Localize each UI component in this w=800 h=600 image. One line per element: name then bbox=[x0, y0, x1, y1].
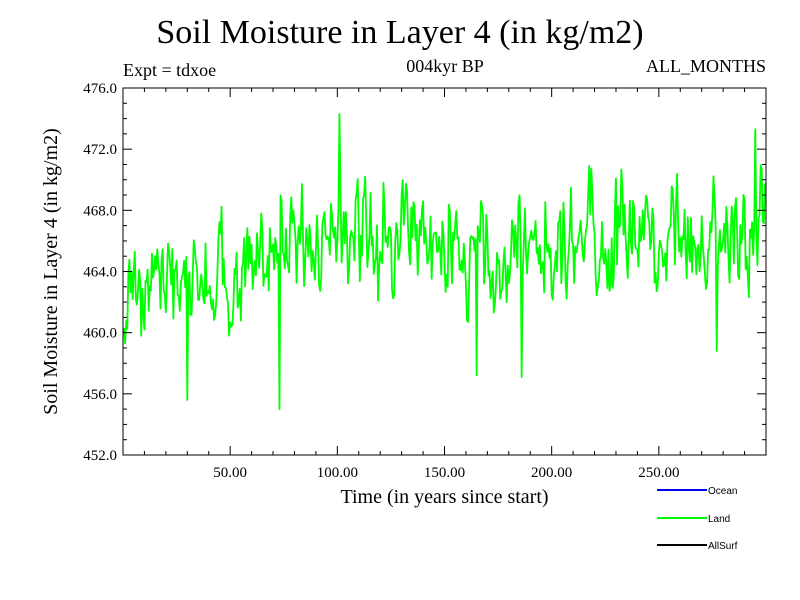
x-tick-label: 50.00 bbox=[213, 465, 247, 481]
x-axis-label: Time (in years since start) bbox=[340, 486, 548, 508]
y-tick-label: 452.0 bbox=[83, 448, 117, 464]
legend-label-allsurf: AllSurf bbox=[708, 541, 738, 552]
months-label: ALL_MONTHS bbox=[646, 56, 766, 76]
y-tick-label: 468.0 bbox=[83, 203, 117, 219]
y-tick-label: 476.0 bbox=[83, 81, 117, 97]
experiment-label: Expt = tdxoe bbox=[123, 60, 217, 80]
y-axis-label: Soil Moisture in Layer 4 (in kg/m2) bbox=[40, 128, 62, 415]
x-tick-label: 150.00 bbox=[424, 465, 465, 481]
chart-subtitle: 004kyr BP bbox=[406, 56, 484, 76]
y-tick-label: 464.0 bbox=[83, 265, 117, 281]
legend-label-land: Land bbox=[708, 514, 730, 525]
x-tick-label: 250.00 bbox=[638, 465, 679, 481]
y-tick-label: 456.0 bbox=[83, 387, 117, 403]
x-tick-label: 100.00 bbox=[317, 465, 358, 481]
y-tick-label: 460.0 bbox=[83, 326, 117, 342]
y-tick-label: 472.0 bbox=[83, 142, 117, 158]
series-line-land bbox=[123, 113, 766, 411]
x-tick-label: 200.00 bbox=[531, 465, 572, 481]
legend-label-ocean: Ocean bbox=[708, 486, 737, 497]
chart-title: Soil Moisture in Layer 4 (in kg/m2) bbox=[156, 14, 644, 51]
